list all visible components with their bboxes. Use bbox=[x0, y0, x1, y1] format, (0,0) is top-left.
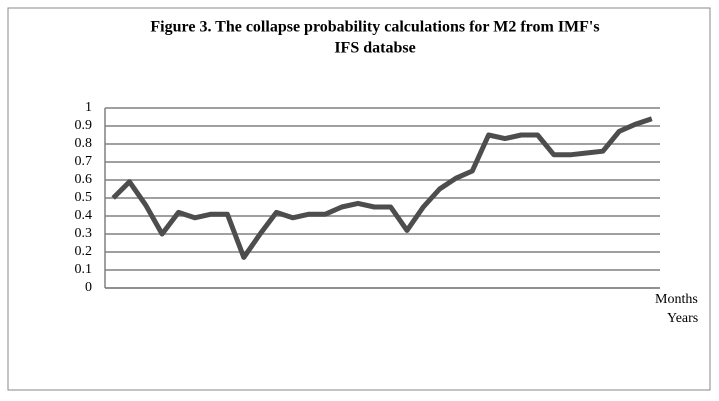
y-tick-label: 0.8 bbox=[75, 136, 93, 151]
y-tick-label: 0 bbox=[85, 280, 92, 295]
chart-title: Figure 3. The collapse probability calcu… bbox=[150, 19, 599, 36]
y-tick-label: 1 bbox=[85, 100, 92, 115]
y-tick-label: 0.3 bbox=[75, 226, 93, 241]
chart-subtitle: IFS databse bbox=[334, 40, 415, 57]
y-tick-label: 0.1 bbox=[75, 262, 93, 277]
y-tick-label: 0.2 bbox=[75, 244, 93, 259]
chart-border bbox=[7, 7, 711, 391]
y-tick-label: 0.9 bbox=[75, 118, 93, 133]
x-axis-label: Months bbox=[655, 292, 698, 307]
y-tick-label: 0.4 bbox=[75, 208, 93, 223]
y-tick-label: 0.6 bbox=[75, 172, 93, 187]
y-tick-label: 0.5 bbox=[75, 190, 93, 205]
y-tick-label: 0.7 bbox=[75, 154, 93, 169]
data-line bbox=[111, 116, 653, 260]
x-axis-label-secondary: Years bbox=[667, 311, 698, 326]
